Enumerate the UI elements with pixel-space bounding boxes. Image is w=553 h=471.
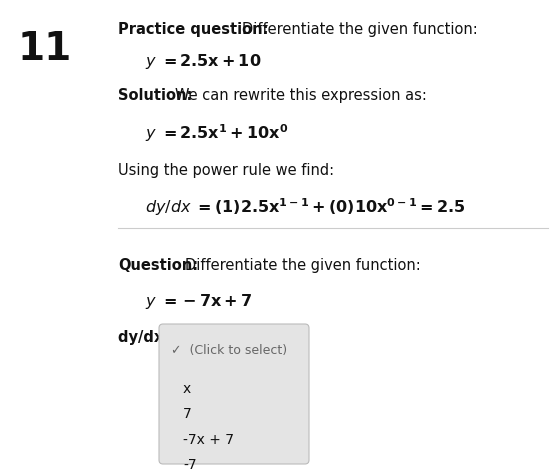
FancyBboxPatch shape xyxy=(2,5,88,93)
Text: We can rewrite this expression as:: We can rewrite this expression as: xyxy=(175,88,427,103)
Text: dy/dx :: dy/dx : xyxy=(118,330,174,345)
Text: $\it{dy/dx}$ $\bf{= (1)2.5x^{1-1} + (0)10x^{0-1} = 2.5}$: $\it{dy/dx}$ $\bf{= (1)2.5x^{1-1} + (0)1… xyxy=(145,196,466,218)
Text: -7x + 7: -7x + 7 xyxy=(183,433,234,447)
Text: -7: -7 xyxy=(183,458,197,471)
Text: 7: 7 xyxy=(183,407,192,421)
Text: $\it{y}$ $\bf{= 2.5x + 10}$: $\it{y}$ $\bf{= 2.5x + 10}$ xyxy=(145,52,262,71)
Text: $\it{y}$ $\bf{= -7x + 7}$: $\it{y}$ $\bf{= -7x + 7}$ xyxy=(145,292,252,311)
Text: $\it{y}$ $\bf{= 2.5x^1 + 10x^0}$: $\it{y}$ $\bf{= 2.5x^1 + 10x^0}$ xyxy=(145,122,288,144)
Text: Differentiate the given function:: Differentiate the given function: xyxy=(185,258,421,273)
Text: Question:: Question: xyxy=(118,258,198,273)
Text: 11: 11 xyxy=(18,30,72,68)
Text: Using the power rule we find:: Using the power rule we find: xyxy=(118,163,334,178)
Text: Practice question:: Practice question: xyxy=(118,22,269,37)
Text: Differentiate the given function:: Differentiate the given function: xyxy=(242,22,478,37)
FancyBboxPatch shape xyxy=(159,324,309,464)
Text: Solution:: Solution: xyxy=(118,88,192,103)
Text: x: x xyxy=(183,382,191,396)
Text: ✓  (Click to select): ✓ (Click to select) xyxy=(171,344,287,357)
